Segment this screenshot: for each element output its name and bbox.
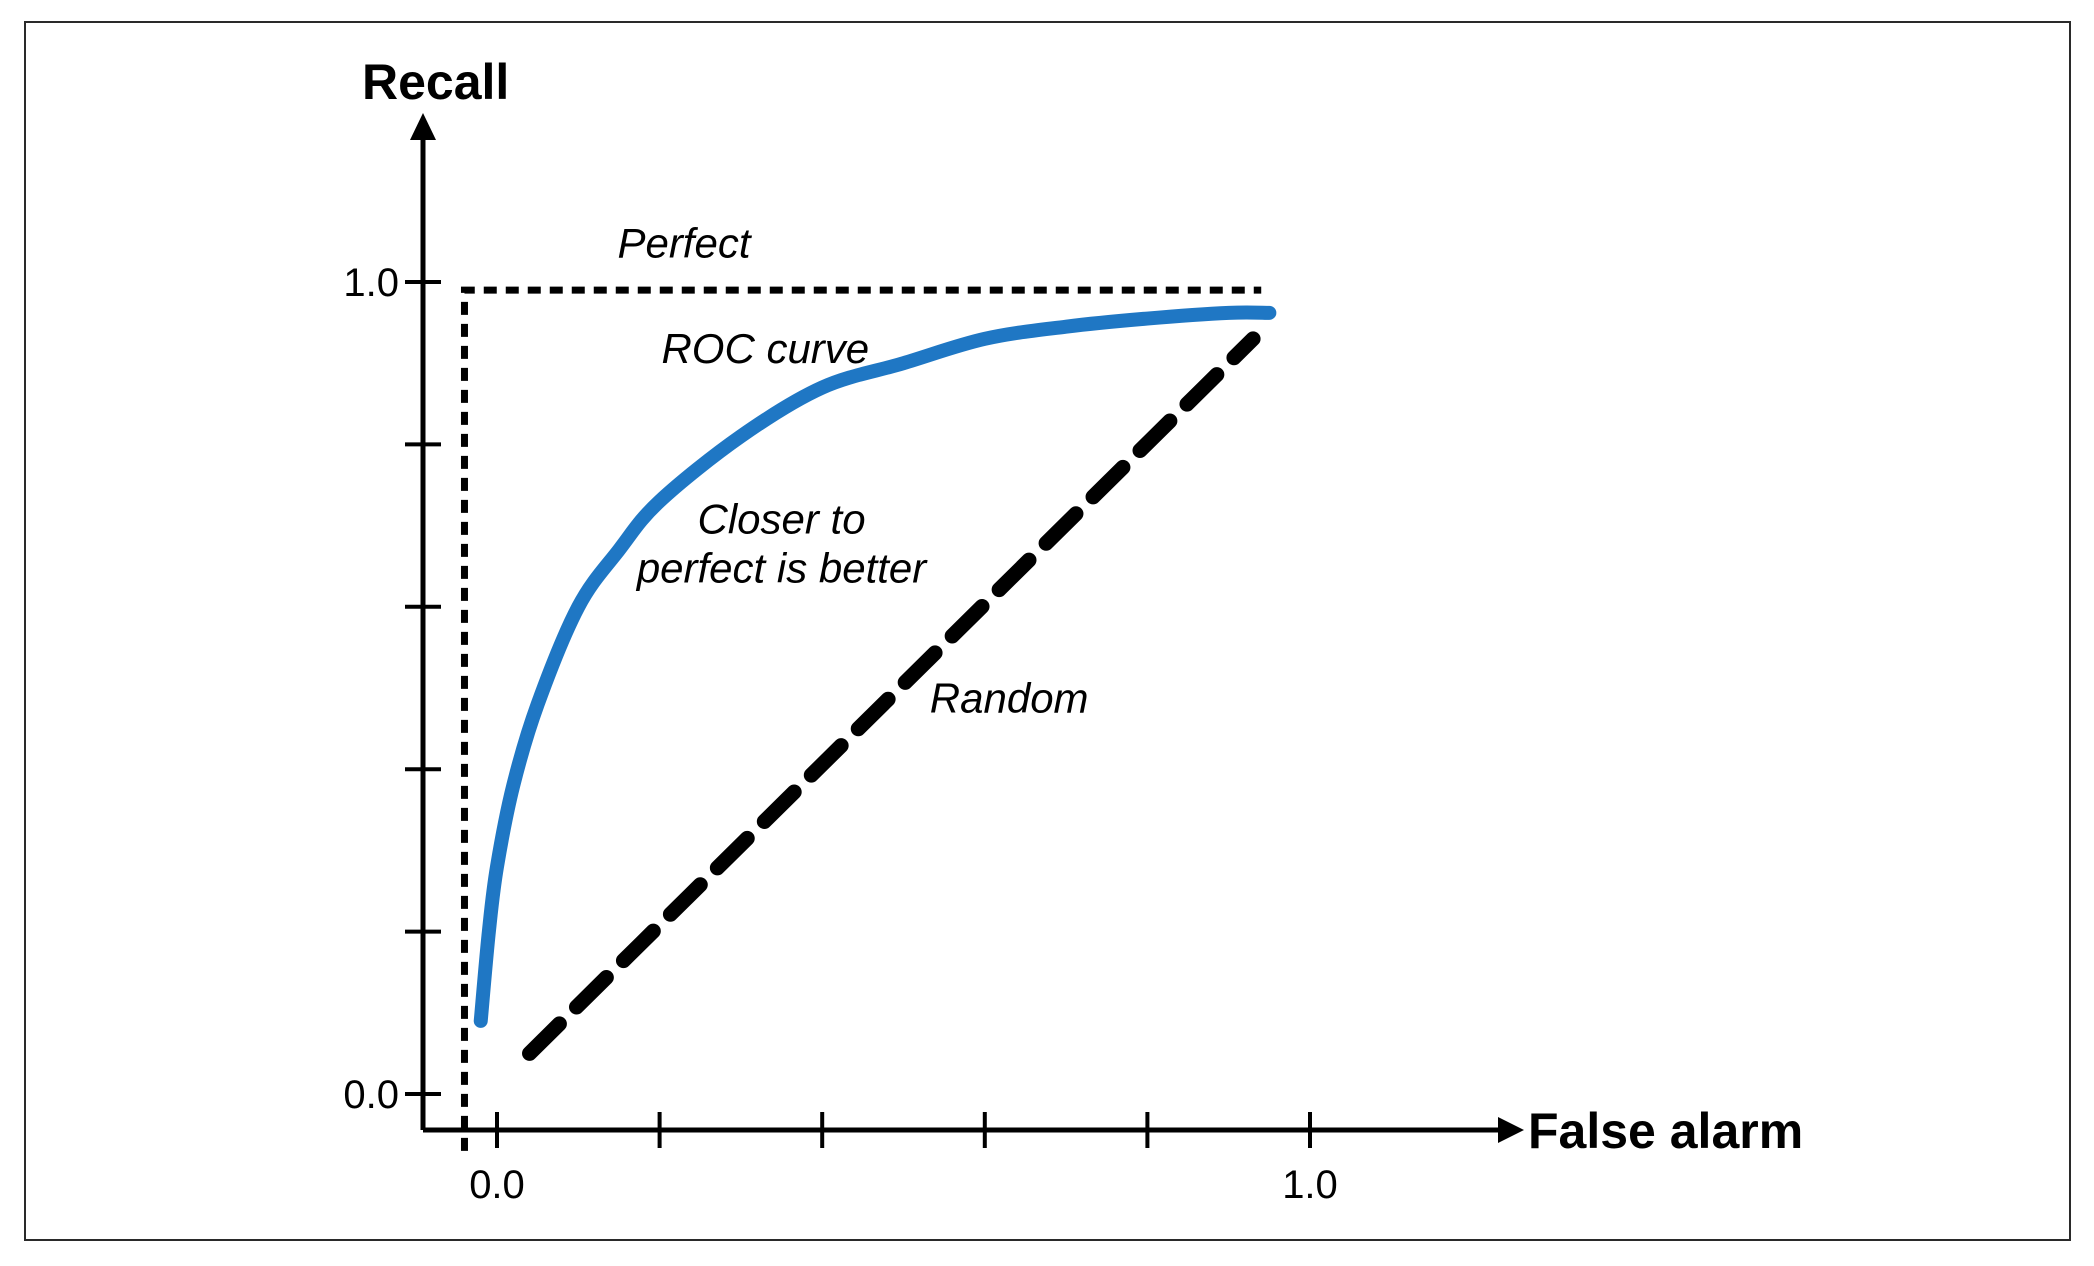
y-axis-title: Recall [362, 54, 509, 110]
annotation-roc-curve: ROC curve [661, 325, 869, 372]
y-axis-arrowhead [410, 113, 436, 140]
annotation-random: Random [930, 674, 1089, 721]
series-line-roc-curve [473, 305, 1277, 1028]
annotation-perfect-is-better: perfect is better [635, 544, 928, 591]
y-tick-label: 1.0 [343, 261, 399, 305]
series-line-random [522, 331, 1261, 1061]
ticks-layer [405, 280, 1312, 1148]
x-tick-label: 1.0 [1282, 1163, 1338, 1207]
axes-layer [410, 113, 1524, 1143]
x-axis-arrowhead [1498, 1117, 1524, 1143]
figure-frame [24, 21, 2071, 1241]
x-tick-label: 0.0 [469, 1163, 525, 1207]
series-line-perfect [460, 286, 1262, 1151]
series-layer [460, 286, 1277, 1151]
annotation-perfect: Perfect [617, 220, 752, 267]
annotation-closer-to: Closer to [698, 496, 866, 543]
y-tick-label: 0.0 [343, 1073, 399, 1117]
tick-label-layer: 0.0 1.0 0.0 1.0 [343, 261, 1337, 1207]
x-axis-title: False alarm [1528, 1103, 1803, 1159]
